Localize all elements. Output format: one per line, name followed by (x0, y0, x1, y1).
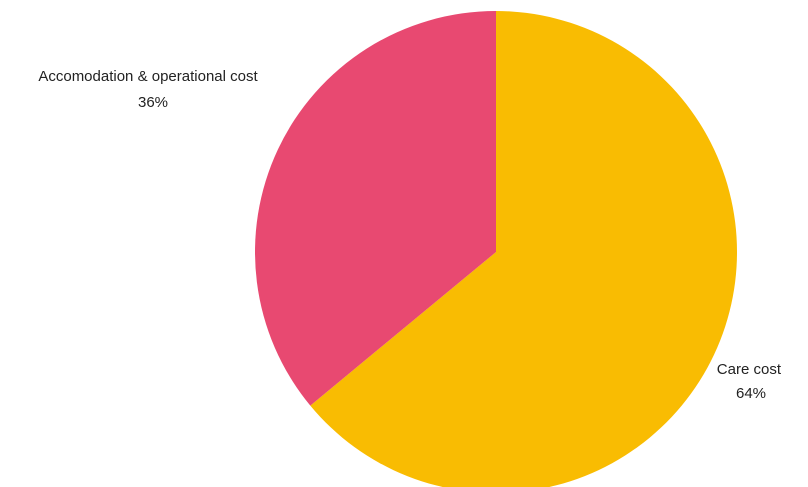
pie-slices (255, 11, 737, 487)
pie-slice-care-cost (310, 11, 737, 487)
pie-slice-accomodation-operational-cost (255, 11, 496, 406)
slice-label-care-cost: Care cost (717, 361, 782, 378)
slice-value-care-cost: 64% (736, 385, 766, 402)
slice-value-accommodation-operational-cost: 36% (138, 94, 168, 111)
slice-label-accommodation-operational-cost: Accomodation & operational cost (38, 68, 258, 85)
